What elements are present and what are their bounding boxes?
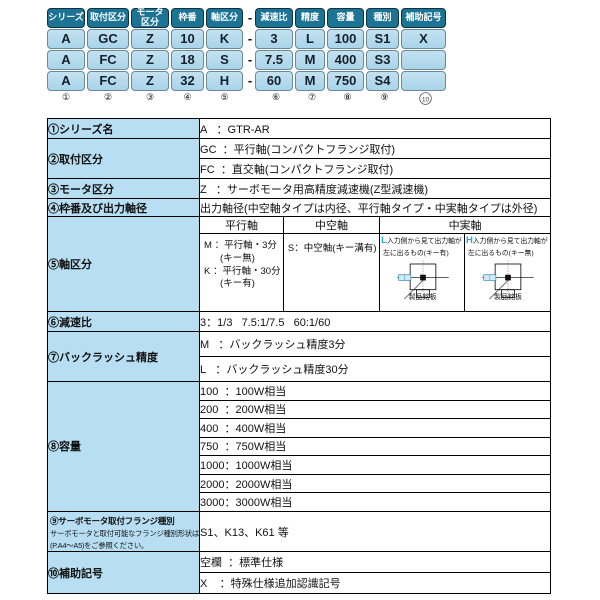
svg-text:10: 10 — [422, 96, 430, 103]
